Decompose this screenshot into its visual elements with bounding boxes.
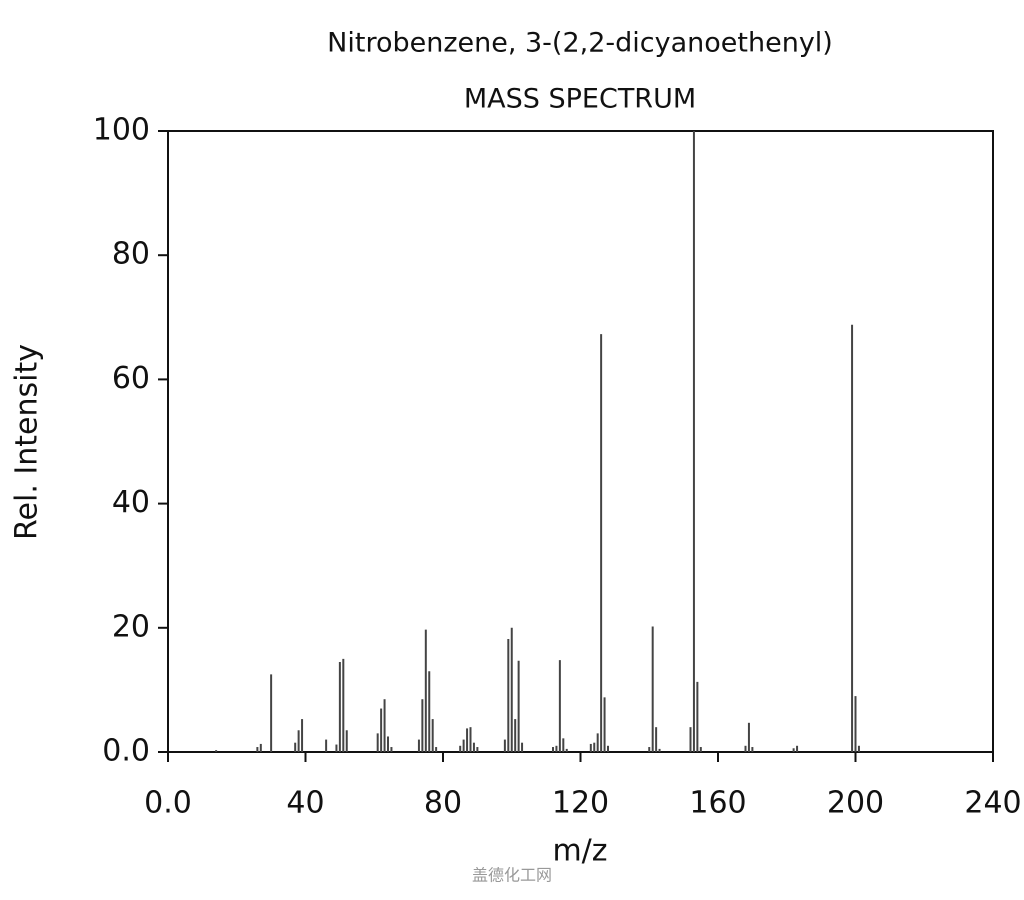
x-axis-label: m/z <box>552 834 607 869</box>
y-tick-label: 40 <box>112 485 150 520</box>
y-tick-label: 20 <box>112 609 150 644</box>
chart-subtitle: MASS SPECTRUM <box>464 84 696 115</box>
y-axis-label: Rel. Intensity <box>10 344 45 540</box>
x-tick-label: 40 <box>286 786 324 821</box>
watermark: 盖德化工网 <box>472 866 552 885</box>
chart-title: Nitrobenzene, 3-(2,2-dicyanoethenyl) <box>327 28 833 59</box>
y-tick-label: 100 <box>93 113 150 148</box>
y-tick-label: 60 <box>112 361 150 396</box>
x-tick-label: 200 <box>827 786 884 821</box>
plot-frame <box>167 130 994 753</box>
x-tick-label: 120 <box>552 786 609 821</box>
x-tick-label: 240 <box>964 786 1021 821</box>
x-tick-label: 0.0 <box>144 786 192 821</box>
y-tick-label: 80 <box>112 237 150 272</box>
y-tick-label: 0.0 <box>102 734 150 769</box>
x-tick-label: 160 <box>689 786 746 821</box>
x-tick-label: 80 <box>424 786 462 821</box>
